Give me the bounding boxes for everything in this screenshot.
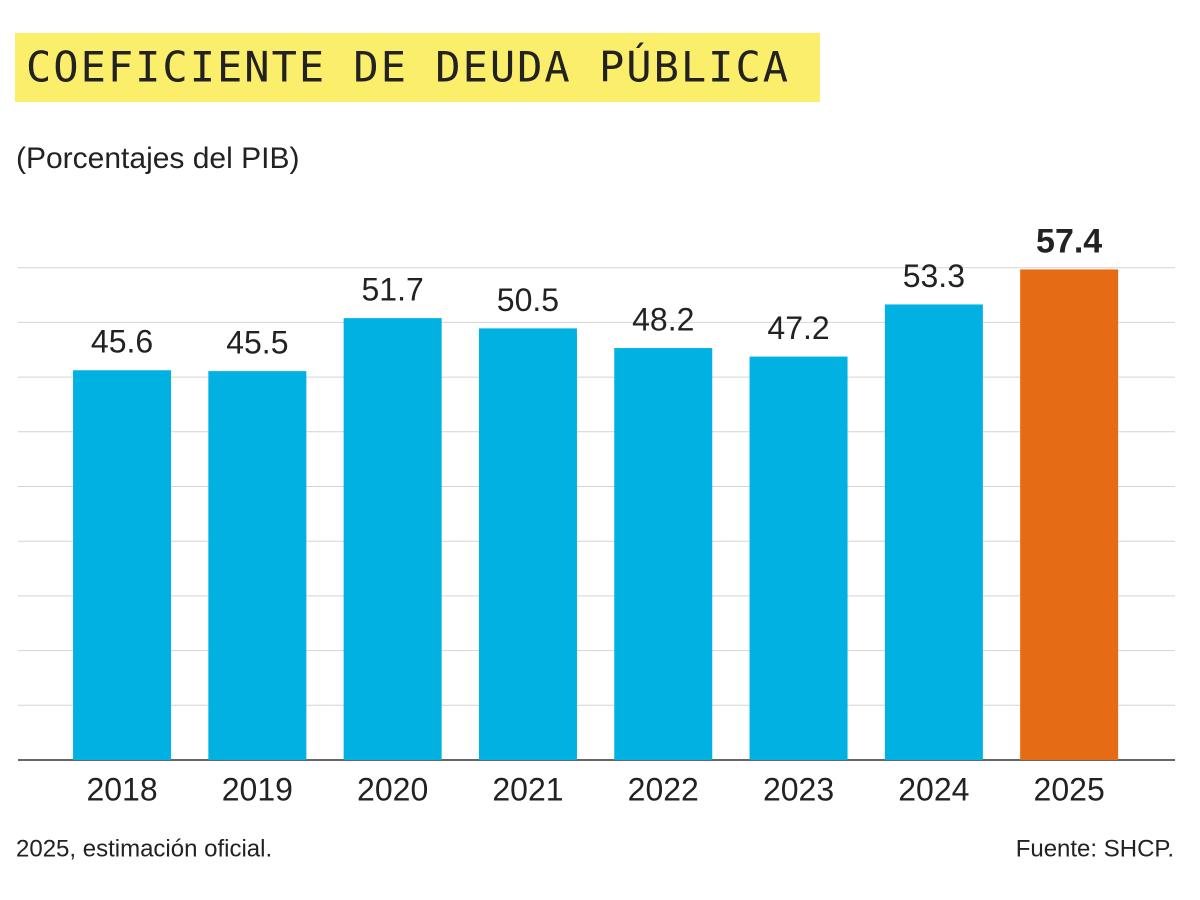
chart-title: COEFICIENTE DE DEUDA PÚBLICA xyxy=(26,42,790,92)
x-tick-label: 2022 xyxy=(628,771,699,807)
bar xyxy=(478,328,577,760)
source: Fuente: SHCP. xyxy=(1016,835,1174,862)
x-tick-label: 2024 xyxy=(898,771,969,807)
x-tick-label: 2019 xyxy=(222,771,293,807)
title-highlight xyxy=(15,33,820,102)
value-label: 57.4 xyxy=(1036,222,1102,260)
bar xyxy=(208,371,307,760)
value-label: 51.7 xyxy=(362,272,424,308)
value-label: 45.6 xyxy=(91,324,153,360)
x-tick-label: 2018 xyxy=(86,771,157,807)
value-label: 48.2 xyxy=(632,301,694,337)
bar xyxy=(614,348,713,760)
value-label: 47.2 xyxy=(767,310,829,346)
value-label: 50.5 xyxy=(497,282,559,318)
note: 2025, estimación oficial. xyxy=(16,835,272,862)
x-tick-label: 2021 xyxy=(492,771,563,807)
value-label: 45.5 xyxy=(226,325,288,361)
x-tick-label: 2023 xyxy=(763,771,834,807)
bar xyxy=(884,304,983,760)
bar xyxy=(1020,269,1119,760)
bar xyxy=(749,356,848,760)
bar xyxy=(343,318,442,760)
x-tick-label: 2025 xyxy=(1034,771,1105,807)
chart-subtitle: (Porcentajes del PIB) xyxy=(16,142,299,175)
x-tick-label: 2020 xyxy=(357,771,428,807)
bar xyxy=(73,370,172,760)
value-label: 53.3 xyxy=(903,258,965,294)
